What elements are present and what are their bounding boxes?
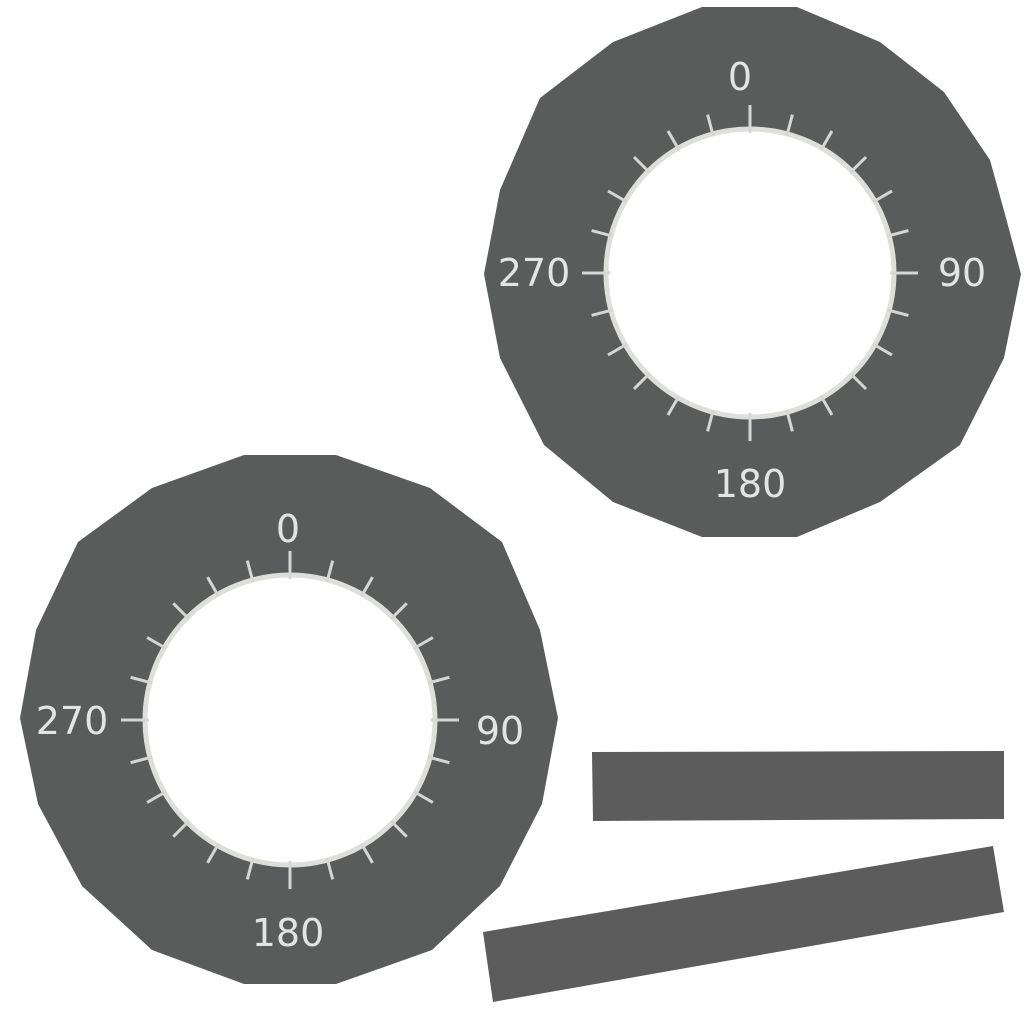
dial-lower-tick bbox=[390, 602, 408, 620]
dial-upper-label-90: 90 bbox=[938, 251, 986, 295]
dial-lower-tick bbox=[413, 636, 434, 650]
dial-upper-tick bbox=[632, 155, 651, 174]
dial-upper: 0 90 180 270 bbox=[484, 7, 1021, 537]
dial-upper-tick bbox=[607, 342, 628, 357]
dial-lower-label-270: 270 bbox=[36, 699, 109, 743]
dial-lower-tick bbox=[427, 675, 450, 685]
dial-upper-label-180: 180 bbox=[714, 462, 787, 506]
dial-upper-tick bbox=[886, 308, 909, 317]
dial-lower-tick bbox=[413, 790, 434, 804]
dial-upper-tick bbox=[706, 409, 715, 432]
dial-upper-tick bbox=[607, 189, 628, 204]
dial-upper-tick bbox=[591, 229, 614, 238]
straight-strip bbox=[592, 751, 1004, 821]
dial-upper-tick bbox=[785, 409, 794, 432]
dial-lower: 0 90 180 270 bbox=[20, 455, 558, 984]
dial-lower-tick bbox=[206, 576, 220, 597]
dial-upper-tick bbox=[785, 114, 794, 137]
dial-lower-tick bbox=[172, 820, 190, 838]
dial-lower-tick bbox=[245, 560, 255, 583]
dial-lower-label-90: 90 bbox=[476, 709, 524, 753]
dial-lower-tick bbox=[172, 602, 190, 620]
dial-lower-tick bbox=[325, 560, 335, 583]
dial-upper-tick bbox=[666, 395, 681, 416]
dial-upper-tick bbox=[872, 342, 893, 357]
dial-lower-tick bbox=[130, 755, 153, 765]
dial-lower-tick bbox=[360, 843, 374, 864]
dial-upper-tick bbox=[632, 372, 651, 391]
dial-upper-tick bbox=[849, 155, 868, 174]
dial-lower-tick bbox=[325, 857, 335, 880]
dial-upper-ticks bbox=[582, 105, 918, 441]
dial-upper-tick bbox=[819, 395, 834, 416]
dial-lower-ticks bbox=[121, 551, 459, 889]
dial-lower-tick bbox=[146, 790, 167, 804]
dial-upper-tick bbox=[872, 189, 893, 204]
dial-upper-tick bbox=[666, 130, 681, 151]
dial-upper-label-270: 270 bbox=[498, 251, 571, 295]
dial-lower-tick bbox=[206, 843, 220, 864]
dial-lower-tick bbox=[245, 857, 255, 880]
dial-lower-tick bbox=[146, 636, 167, 650]
dial-lower-label-180: 180 bbox=[252, 911, 325, 955]
dial-upper-label-0: 0 bbox=[728, 55, 752, 99]
dial-upper-tick bbox=[886, 229, 909, 238]
dial-upper-tick bbox=[591, 308, 614, 317]
dial-upper-tick bbox=[819, 130, 834, 151]
dial-upper-tick bbox=[706, 114, 715, 137]
dial-lower-tick bbox=[130, 675, 153, 685]
dial-upper-tick bbox=[849, 372, 868, 391]
dial-lower-tick bbox=[427, 755, 450, 765]
dial-lower-tick bbox=[390, 820, 408, 838]
dial-lower-label-0: 0 bbox=[276, 507, 300, 551]
tilted-strip bbox=[483, 846, 1004, 1002]
dial-lower-tick bbox=[360, 576, 374, 597]
